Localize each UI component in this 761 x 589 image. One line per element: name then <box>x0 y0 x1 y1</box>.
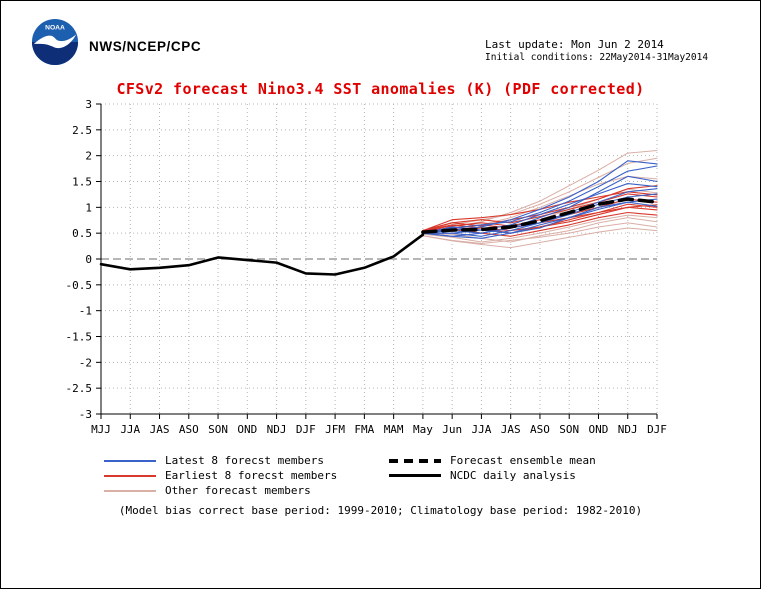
svg-text:-1: -1 <box>79 305 92 318</box>
svg-text:0.5: 0.5 <box>72 227 92 240</box>
svg-text:SON: SON <box>559 423 579 436</box>
legend-sample-earliest <box>104 474 156 477</box>
svg-text:2.5: 2.5 <box>72 124 92 137</box>
last-update-text: Last update: Mon Jun 2 2014 <box>485 38 664 51</box>
svg-text:-2.5: -2.5 <box>66 382 93 395</box>
svg-text:SON: SON <box>208 423 228 436</box>
legend-row-other: Other forecast members <box>104 483 337 498</box>
chart-title: CFSv2 forecast Nino3.4 SST anomalies (K)… <box>116 80 645 98</box>
legend-members: Latest 8 forecst members Earliest 8 fore… <box>104 453 337 498</box>
legend-label-earliest: Earliest 8 forecst members <box>165 469 338 482</box>
base-period-note: (Model bias correct base period: 1999-20… <box>118 504 643 517</box>
legend-label-other: Other forecast members <box>165 484 311 497</box>
svg-text:ASO: ASO <box>179 423 199 436</box>
svg-text:Jun: Jun <box>442 423 462 436</box>
svg-text:JJA: JJA <box>120 423 140 436</box>
legend-sample-mean <box>389 458 441 463</box>
svg-text:OND: OND <box>589 423 609 436</box>
svg-text:JAS: JAS <box>501 423 521 436</box>
svg-text:May: May <box>413 423 433 436</box>
svg-text:3: 3 <box>85 98 92 111</box>
svg-text:MJJ: MJJ <box>91 423 111 436</box>
svg-text:-2: -2 <box>79 356 92 369</box>
update-info: Last update: Mon Jun 2 2014 Initial cond… <box>485 38 708 65</box>
svg-text:FMA: FMA <box>354 423 374 436</box>
svg-text:-3: -3 <box>79 408 92 421</box>
svg-text:DJF: DJF <box>296 423 316 436</box>
svg-text:JAS: JAS <box>150 423 170 436</box>
legend-summary: Forecast ensemble mean NCDC daily analys… <box>389 453 596 483</box>
forecast-chart: 3 2.5 2 1.5 1 0.5 0 -0.5 -1 -1.5 -2 -2.5 -3 MJJ JJA JAS… <box>66 98 667 436</box>
svg-text:MAM: MAM <box>384 423 404 436</box>
legend-row-earliest: Earliest 8 forecst members <box>104 468 337 483</box>
svg-text:2: 2 <box>85 150 92 163</box>
svg-text:NDJ: NDJ <box>618 423 638 436</box>
svg-text:JFM: JFM <box>325 423 345 436</box>
legend-sample-other <box>104 489 156 492</box>
legend-label-ncdc: NCDC daily analysis <box>450 469 576 482</box>
svg-text:1.5: 1.5 <box>72 176 92 189</box>
noaa-logo: NOAA <box>31 18 79 66</box>
svg-text:ASO: ASO <box>530 423 550 436</box>
svg-text:-1.5: -1.5 <box>66 331 93 344</box>
legend-row-mean: Forecast ensemble mean <box>389 453 596 468</box>
agency-title: NWS/NCEP/CPC <box>89 39 202 54</box>
svg-text:OND: OND <box>237 423 257 436</box>
svg-text:JJA: JJA <box>471 423 491 436</box>
svg-text:1: 1 <box>85 201 92 214</box>
legend-row-ncdc: NCDC daily analysis <box>389 468 596 483</box>
initial-conditions-text: Initial conditions: 22May2014-31May2014 <box>485 52 709 64</box>
svg-text:NDJ: NDJ <box>267 423 287 436</box>
svg-text:0: 0 <box>85 253 92 266</box>
svg-text:DJF: DJF <box>647 423 667 436</box>
noaa-logo-text: NOAA <box>45 25 65 32</box>
legend-label-mean: Forecast ensemble mean <box>450 454 596 467</box>
legend-label-latest: Latest 8 forecst members <box>165 454 324 467</box>
legend-sample-latest <box>104 459 156 462</box>
legend-row-latest: Latest 8 forecst members <box>104 453 337 468</box>
legend-sample-ncdc <box>389 474 441 477</box>
svg-text:-0.5: -0.5 <box>66 279 93 292</box>
